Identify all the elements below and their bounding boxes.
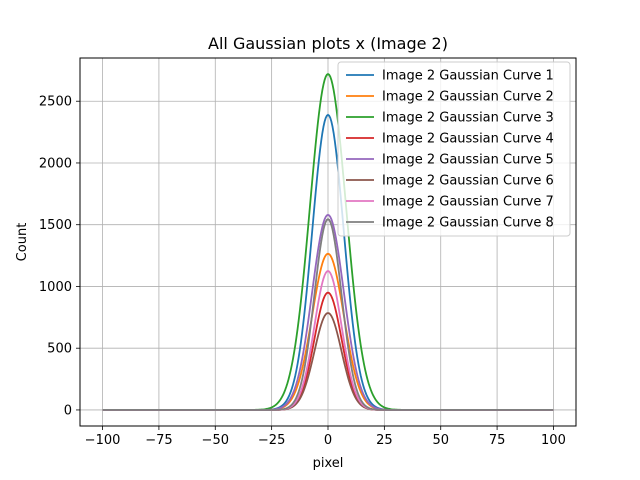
legend-label-2: Image 2 Gaussian Curve 2 bbox=[382, 90, 554, 105]
legend-label-6: Image 2 Gaussian Curve 6 bbox=[382, 174, 554, 189]
x-tick-label: 25 bbox=[376, 433, 393, 448]
series-layer bbox=[102, 73, 554, 411]
legend-label-8: Image 2 Gaussian Curve 8 bbox=[382, 216, 554, 231]
legend-box bbox=[337, 61, 571, 237]
legend-label-3: Image 2 Gaussian Curve 3 bbox=[382, 111, 554, 126]
x-axis-label: pixel bbox=[313, 456, 344, 471]
legend-label-4: Image 2 Gaussian Curve 4 bbox=[382, 132, 554, 147]
legend-label-7: Image 2 Gaussian Curve 7 bbox=[382, 195, 554, 210]
x-tick-label: 50 bbox=[432, 433, 449, 448]
x-tick-label: −100 bbox=[85, 433, 121, 448]
legend-label-1: Image 2 Gaussian Curve 1 bbox=[382, 69, 554, 84]
legend-label-5: Image 2 Gaussian Curve 5 bbox=[382, 153, 554, 168]
x-tick-label: −50 bbox=[202, 433, 229, 448]
series-line-8 bbox=[102, 218, 554, 411]
y-tick-label: 2500 bbox=[39, 95, 72, 110]
y-tick-label: 2000 bbox=[39, 156, 72, 171]
chart-title: All Gaussian plots x (Image 2) bbox=[208, 34, 448, 53]
y-tick-label: 0 bbox=[64, 403, 72, 418]
ticks-layer: −100 −75 −50 −25 0 25 50 75 10005001000150020002… bbox=[39, 95, 566, 448]
x-tick-label: −25 bbox=[258, 433, 285, 448]
legend: Image 2 Gaussian Curve 1 Image 2 Gaussian… bbox=[337, 61, 571, 237]
y-axis-label: Count bbox=[15, 223, 30, 262]
x-tick-label: 0 bbox=[324, 433, 332, 448]
y-tick-label: 1500 bbox=[39, 218, 72, 233]
x-tick-label: −75 bbox=[145, 433, 172, 448]
y-tick-label: 1000 bbox=[39, 280, 72, 295]
x-tick-label: 75 bbox=[489, 433, 506, 448]
y-tick-label: 500 bbox=[47, 342, 72, 357]
x-tick-label: 100 bbox=[541, 433, 566, 448]
